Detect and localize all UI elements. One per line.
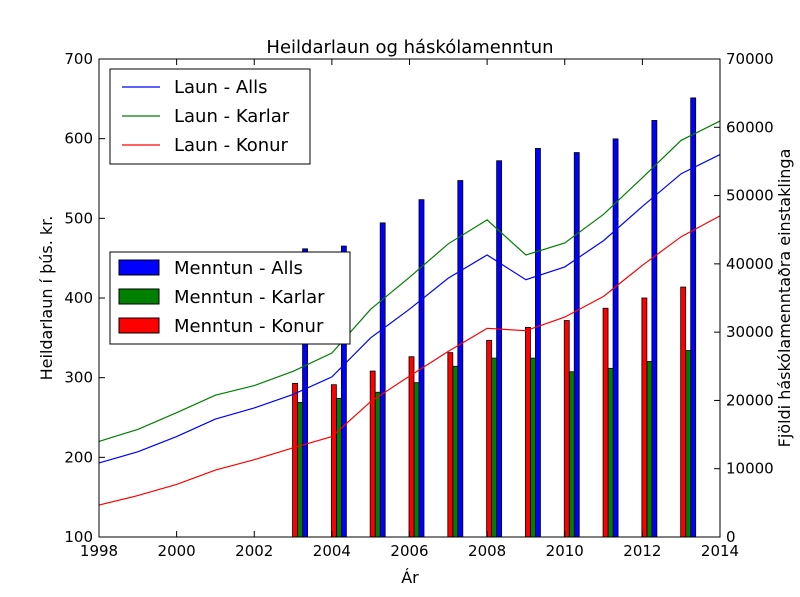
x-tick-label: 2010 xyxy=(546,542,584,560)
y-left-tick-label: 500 xyxy=(64,209,93,227)
bar-legend-swatch xyxy=(118,259,160,276)
y-right-tick-label: 10000 xyxy=(726,460,774,478)
line-legend: Laun - Alls Laun - Karlar Laun - Konur xyxy=(109,68,311,165)
y-axis-right-label: Fjöldi háskólamenntaðra einstaklinga xyxy=(775,149,794,448)
bar-menntun-alls-2012 xyxy=(651,120,658,538)
y-right-tick-label: 40000 xyxy=(726,255,774,273)
bar-menntun-alls-2009 xyxy=(535,148,541,538)
line-laun-konur xyxy=(98,215,721,506)
bar-menntun-karlar-2010 xyxy=(568,371,575,538)
bar-menntun-karlar-2004 xyxy=(335,397,342,538)
bar-legend: Menntun - Alls Menntun - Karlar Menntun - … xyxy=(109,251,351,345)
bar-menntun-karlar-2008 xyxy=(491,357,498,538)
bar-menntun-konur-2006 xyxy=(408,356,415,538)
bar-menntun-konur-2011 xyxy=(602,307,609,538)
bar-menntun-alls-2008 xyxy=(496,160,503,538)
bar-legend-swatch xyxy=(118,317,160,334)
x-tick-label: 2008 xyxy=(468,542,506,560)
y-left-tick-label: 600 xyxy=(64,130,93,148)
bar-menntun-karlar-2009 xyxy=(530,357,536,538)
bars-layer xyxy=(292,97,697,538)
line-legend-label: Laun - Alls xyxy=(174,77,268,98)
bar-menntun-karlar-2012 xyxy=(646,361,653,538)
y-right-tick-label: 30000 xyxy=(726,323,774,341)
bar-menntun-konur-2010 xyxy=(563,320,570,538)
bar-menntun-konur-2012 xyxy=(641,297,648,538)
bar-menntun-alls-2005 xyxy=(379,222,386,538)
y-left-tick-label: 400 xyxy=(64,289,93,307)
bar-menntun-karlar-2005 xyxy=(374,391,381,538)
bar-menntun-konur-2013 xyxy=(680,286,687,538)
x-tick-label: 2000 xyxy=(158,542,196,560)
line-legend-label: Laun - Konur xyxy=(174,135,289,156)
lines-layer xyxy=(98,120,721,506)
bar-legend-swatch xyxy=(118,288,160,305)
y-axis-left-label: Heildarlaun í þús. kr. xyxy=(37,216,56,381)
y-axis-left: 100 200 300 400 500 600 700 xyxy=(64,50,105,546)
bar-legend-label: Menntun - Karlar xyxy=(174,287,325,308)
y-left-tick-label: 700 xyxy=(64,50,93,68)
y-axis-right: 0 10000 20000 30000 40000 50000 60000 70000 xyxy=(714,50,774,546)
bar-menntun-konur-2004 xyxy=(330,384,337,538)
bar-legend-label: Menntun - Alls xyxy=(174,258,303,279)
x-tick-label: 2004 xyxy=(313,542,351,560)
bar-menntun-konur-2009 xyxy=(525,326,531,538)
y-right-tick-label: 60000 xyxy=(726,118,774,136)
x-tick-label: 2012 xyxy=(623,542,661,560)
x-tick-label: 2006 xyxy=(390,542,428,560)
bar-menntun-konur-2007 xyxy=(447,352,454,538)
chart-title: Heildarlaun og háskólamenntun xyxy=(266,37,553,58)
y-right-tick-label: 50000 xyxy=(726,187,774,205)
y-left-tick-label: 300 xyxy=(64,369,93,387)
line-laun-alls xyxy=(98,154,721,464)
y-left-tick-label: 100 xyxy=(64,528,93,546)
bar-menntun-konur-2005 xyxy=(369,370,376,538)
bar-menntun-alls-2010 xyxy=(573,152,580,538)
bar-menntun-alls-2011 xyxy=(612,138,619,538)
y-right-tick-label: 70000 xyxy=(726,50,774,68)
bar-menntun-karlar-2013 xyxy=(685,350,692,538)
bar-menntun-karlar-2006 xyxy=(413,382,420,538)
bar-menntun-karlar-2011 xyxy=(607,367,614,538)
bar-menntun-karlar-2003 xyxy=(297,402,303,538)
line-laun-karlar xyxy=(98,120,721,442)
bar-menntun-alls-2013 xyxy=(690,97,697,538)
y-right-tick-label: 20000 xyxy=(726,391,774,409)
bar-menntun-konur-2003 xyxy=(292,382,298,538)
bar-legend-label: Menntun - Konur xyxy=(174,316,324,337)
x-tick-label: 1998 xyxy=(80,542,118,560)
x-axis-label: Ár xyxy=(401,568,419,587)
x-tick-label: 2014 xyxy=(701,542,739,560)
y-left-tick-label: 200 xyxy=(64,448,93,466)
y-right-tick-label: 0 xyxy=(726,528,736,546)
bar-menntun-alls-2007 xyxy=(457,180,464,538)
bar-menntun-konur-2008 xyxy=(486,339,493,538)
bar-menntun-karlar-2007 xyxy=(452,365,459,538)
line-legend-label: Laun - Karlar xyxy=(174,106,290,127)
x-axis: 1998 2000 2002 2004 2006 2008 2010 2012 2014 xyxy=(80,59,739,560)
x-tick-label: 2002 xyxy=(235,542,273,560)
